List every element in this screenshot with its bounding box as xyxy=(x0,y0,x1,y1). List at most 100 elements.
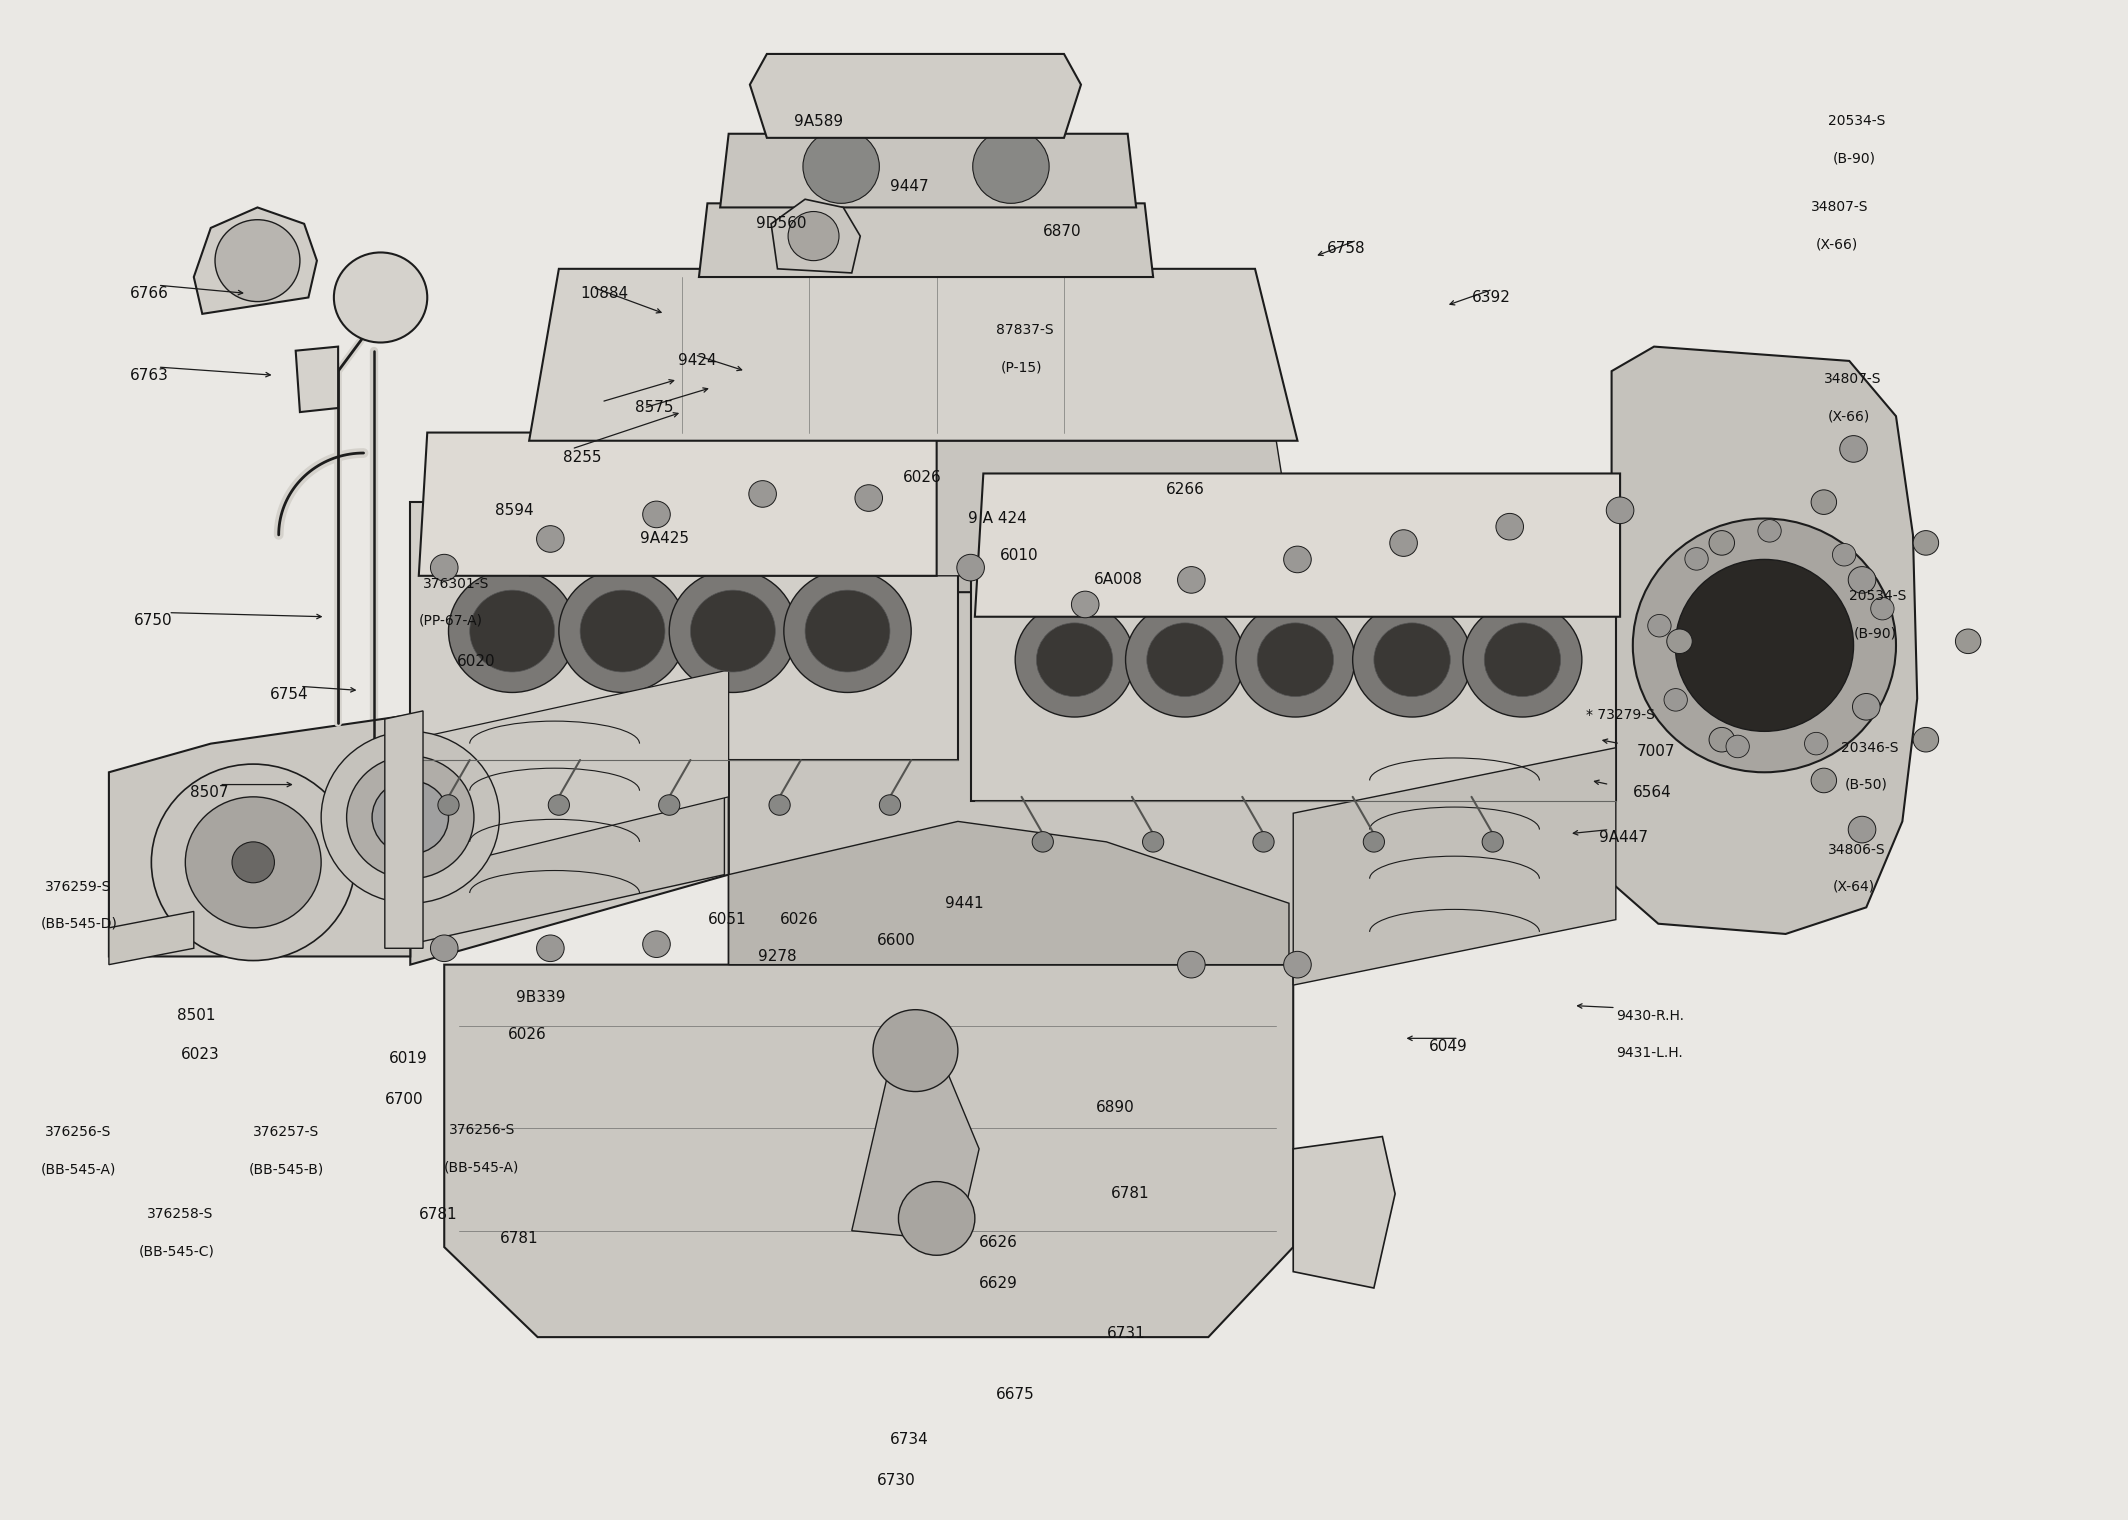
Circle shape xyxy=(151,765,355,961)
Circle shape xyxy=(1805,733,1828,755)
Polygon shape xyxy=(109,714,411,956)
Text: 9B339: 9B339 xyxy=(517,990,566,1005)
Circle shape xyxy=(430,555,458,581)
Text: (X-66): (X-66) xyxy=(1828,409,1871,423)
Circle shape xyxy=(1032,831,1053,853)
Circle shape xyxy=(215,220,300,301)
Circle shape xyxy=(802,129,879,204)
Text: 34807-S: 34807-S xyxy=(1811,201,1868,214)
Circle shape xyxy=(1253,831,1275,853)
Circle shape xyxy=(549,795,570,815)
Circle shape xyxy=(1464,602,1581,717)
Text: 10884: 10884 xyxy=(581,286,628,301)
Circle shape xyxy=(787,211,838,260)
Text: 376257-S: 376257-S xyxy=(253,1125,319,1140)
Circle shape xyxy=(560,570,685,693)
Circle shape xyxy=(372,780,449,854)
Text: 8255: 8255 xyxy=(564,450,602,465)
Text: 9424: 9424 xyxy=(677,354,717,368)
Text: 6392: 6392 xyxy=(1470,290,1511,306)
Text: (B-50): (B-50) xyxy=(1845,778,1888,792)
Circle shape xyxy=(232,842,275,883)
Polygon shape xyxy=(411,502,1607,593)
Polygon shape xyxy=(1611,347,1917,933)
Text: 6781: 6781 xyxy=(419,1207,458,1222)
Circle shape xyxy=(1126,602,1245,717)
Circle shape xyxy=(470,590,555,672)
Text: 376258-S: 376258-S xyxy=(147,1207,213,1222)
Text: 87837-S: 87837-S xyxy=(996,324,1053,337)
Text: 6051: 6051 xyxy=(706,912,747,927)
Circle shape xyxy=(643,502,670,527)
Text: 6700: 6700 xyxy=(385,1093,423,1107)
Text: 6026: 6026 xyxy=(509,1026,547,1041)
Circle shape xyxy=(1853,693,1879,720)
Text: 6049: 6049 xyxy=(1430,1040,1468,1053)
Text: 20346-S: 20346-S xyxy=(1841,740,1898,755)
Circle shape xyxy=(1913,728,1939,752)
Text: 6010: 6010 xyxy=(1000,547,1038,562)
Circle shape xyxy=(1070,591,1098,617)
Text: 8501: 8501 xyxy=(177,1008,215,1023)
Text: (BB-545-A): (BB-545-A) xyxy=(445,1160,519,1175)
Circle shape xyxy=(643,930,670,958)
Circle shape xyxy=(1709,530,1734,555)
Circle shape xyxy=(1956,629,1981,654)
Circle shape xyxy=(1177,952,1204,977)
Circle shape xyxy=(1664,689,1688,711)
Circle shape xyxy=(1375,623,1451,696)
Polygon shape xyxy=(970,518,1615,801)
Circle shape xyxy=(536,526,564,552)
Text: 376256-S: 376256-S xyxy=(45,1125,111,1140)
Circle shape xyxy=(1726,736,1749,758)
Polygon shape xyxy=(719,134,1136,207)
Circle shape xyxy=(1811,768,1836,793)
Polygon shape xyxy=(109,912,194,965)
Text: 6629: 6629 xyxy=(979,1277,1017,1292)
Circle shape xyxy=(536,935,564,962)
Circle shape xyxy=(449,570,577,693)
Circle shape xyxy=(855,485,883,511)
Circle shape xyxy=(1647,614,1670,637)
Text: 20534-S: 20534-S xyxy=(1849,590,1907,603)
Text: (X-64): (X-64) xyxy=(1832,880,1875,894)
Text: 9430-R.H.: 9430-R.H. xyxy=(1615,1009,1683,1023)
Text: 8507: 8507 xyxy=(189,786,228,800)
Polygon shape xyxy=(411,670,728,874)
Polygon shape xyxy=(851,1046,979,1240)
Text: 6026: 6026 xyxy=(902,470,941,485)
Text: (B-90): (B-90) xyxy=(1832,152,1875,166)
Text: 6731: 6731 xyxy=(1107,1325,1145,1341)
Text: 9431-L.H.: 9431-L.H. xyxy=(1615,1046,1683,1059)
Polygon shape xyxy=(194,207,317,313)
Circle shape xyxy=(804,590,890,672)
Circle shape xyxy=(668,570,796,693)
Circle shape xyxy=(1849,567,1877,593)
Circle shape xyxy=(1147,623,1224,696)
Circle shape xyxy=(1685,547,1709,570)
Text: 6730: 6730 xyxy=(877,1473,915,1488)
Circle shape xyxy=(1015,602,1134,717)
Circle shape xyxy=(1036,623,1113,696)
Circle shape xyxy=(438,795,460,815)
Text: 6870: 6870 xyxy=(1043,225,1081,240)
Polygon shape xyxy=(530,269,1298,441)
Circle shape xyxy=(879,795,900,815)
Circle shape xyxy=(1258,623,1334,696)
Polygon shape xyxy=(385,711,423,948)
Text: 6758: 6758 xyxy=(1328,240,1366,255)
Circle shape xyxy=(1607,497,1634,523)
Circle shape xyxy=(334,252,428,342)
Text: 9278: 9278 xyxy=(758,948,798,964)
Text: 376256-S: 376256-S xyxy=(449,1123,515,1137)
Circle shape xyxy=(1871,597,1894,620)
Circle shape xyxy=(1666,629,1692,654)
Text: 6600: 6600 xyxy=(877,933,915,947)
Circle shape xyxy=(783,570,911,693)
Polygon shape xyxy=(296,347,338,412)
Polygon shape xyxy=(419,433,936,576)
Circle shape xyxy=(768,795,789,815)
Text: 376259-S: 376259-S xyxy=(45,880,111,894)
Polygon shape xyxy=(975,474,1619,617)
Text: 9447: 9447 xyxy=(890,179,928,195)
